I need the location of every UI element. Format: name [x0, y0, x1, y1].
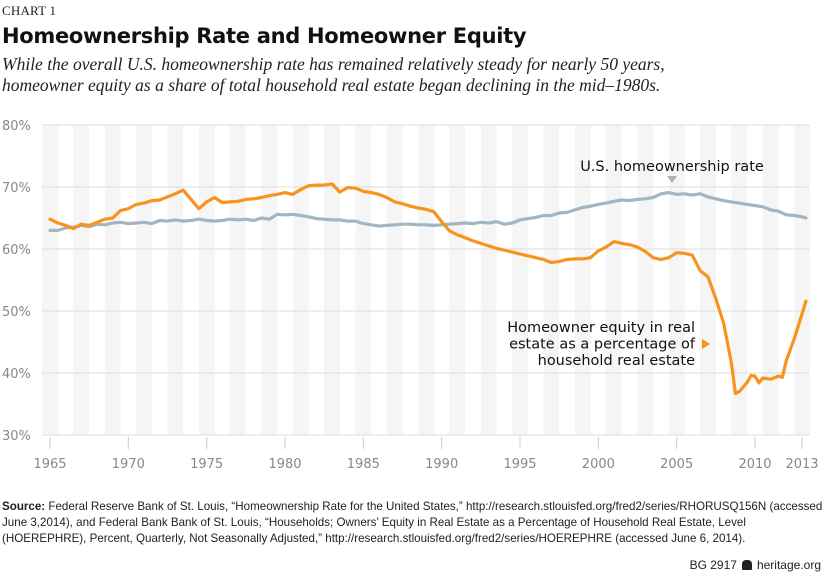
- year-band: [449, 125, 466, 435]
- x-tick-label: 1995: [503, 457, 536, 472]
- chart-title: Homeownership Rate and Homeowner Equity: [2, 24, 527, 48]
- source-label: Source:: [2, 500, 46, 513]
- year-band: [73, 125, 90, 435]
- x-tick-label: 1965: [33, 457, 66, 472]
- year-band: [386, 125, 403, 435]
- series-lines: [48, 182, 808, 396]
- year-band: [230, 125, 246, 435]
- x-tick-label: 2013: [785, 457, 818, 472]
- x-axis: 1965 1970 1975 1980 1985 1990 1995 2000 2005 2010…: [33, 437, 819, 472]
- footer: BG 2917 heritage.org: [690, 558, 821, 572]
- equity-annotation-line: household real estate: [538, 353, 695, 369]
- source-note: Source: Federal Reserve Bank of St. Loui…: [2, 499, 824, 547]
- year-band: [794, 125, 810, 435]
- year-band: [355, 125, 372, 435]
- source-text: Federal Reserve Bank of St. Louis, “Home…: [2, 500, 823, 545]
- homeownership-annotation: U.S. homeownership rate: [580, 159, 764, 175]
- x-tick-label: 2010: [738, 457, 771, 472]
- year-band: [136, 125, 152, 435]
- y-tick-label: 50%: [2, 305, 31, 320]
- year-band: [574, 125, 591, 435]
- year-bands: [42, 125, 810, 435]
- x-tick-label: 1985: [347, 457, 380, 472]
- year-band: [543, 125, 560, 435]
- year-band: [668, 125, 685, 435]
- year-band: [292, 125, 309, 435]
- y-tick-label: 70%: [2, 181, 31, 196]
- y-tick-label: 30%: [2, 429, 31, 444]
- x-tick-label: 2005: [660, 457, 693, 472]
- homeownership-rate-line: [48, 191, 808, 232]
- year-band: [167, 125, 184, 435]
- y-tick-label: 60%: [2, 243, 31, 258]
- y-tick-label: 80%: [2, 119, 31, 134]
- x-tick-label: 1980: [268, 457, 301, 472]
- year-band: [324, 125, 340, 435]
- year-band: [418, 125, 434, 435]
- year-band: [198, 125, 215, 435]
- equity-annotation-line: estate as a percentage of: [509, 337, 696, 353]
- gridlines: [42, 124, 810, 436]
- year-band: [480, 125, 497, 435]
- year-band: [261, 125, 278, 435]
- year-band: [512, 125, 528, 435]
- liberty-bell-icon: [741, 560, 752, 570]
- line-chart: 30%40%50%60%70%80% 1965 1970 1975 1980 1985 1…: [2, 119, 819, 472]
- x-tick-label: 1975: [190, 457, 223, 472]
- x-tick-label: 1990: [425, 457, 458, 472]
- chart-subtitle: While the overall U.S. homeownership rat…: [2, 54, 822, 96]
- homeownership-pointer-icon: [667, 176, 677, 183]
- y-tick-label: 40%: [2, 367, 31, 382]
- year-band: [762, 125, 779, 435]
- year-band: [42, 125, 58, 435]
- site-link[interactable]: heritage.org: [756, 558, 821, 572]
- y-axis: 30% 40% 50% 60% 70% 80%: [2, 119, 31, 444]
- report-id: BG 2917: [689, 558, 737, 572]
- annotations: U.S. homeownership rate Homeowner equity …: [507, 159, 764, 369]
- year-band: [637, 125, 654, 435]
- x-tick-label: 2000: [582, 457, 615, 472]
- subtitle-line-2: homeowner equity as a share of total hou…: [2, 75, 661, 95]
- x-tick-label: 1970: [112, 457, 145, 472]
- subtitle-line-1: While the overall U.S. homeownership rat…: [2, 54, 665, 74]
- homeowner-equity-line: [48, 182, 808, 396]
- equity-pointer-icon: [702, 339, 710, 349]
- equity-annotation-line: Homeowner equity in real: [507, 320, 695, 336]
- year-band: [104, 125, 121, 435]
- chart-kicker: CHART 1: [2, 3, 57, 18]
